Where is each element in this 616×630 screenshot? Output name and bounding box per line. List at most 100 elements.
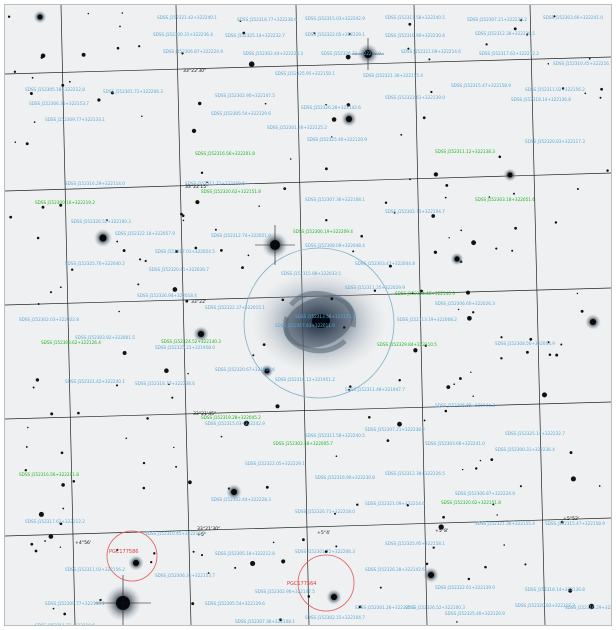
star — [352, 250, 355, 253]
star — [59, 522, 63, 526]
catalog-object-label: SDSS J152318.14+322136.8 — [511, 97, 571, 102]
catalog-object-label: SDSS J152315.03+322242.9 — [205, 421, 265, 426]
catalog-object-label: SDSS J152322.37+322015.1 — [205, 305, 265, 310]
star — [31, 76, 34, 79]
catalog-object-label: SDSS J152305.18+322212.8 — [25, 87, 85, 92]
galaxy-center-label: SDSS J152313.56+322125.3 — [295, 314, 355, 319]
star — [498, 155, 502, 159]
star — [307, 595, 311, 598]
catalog-object-label: SDSS J152325.14+322232.7 — [225, 33, 285, 38]
star — [330, 136, 333, 138]
star — [59, 203, 63, 207]
star — [466, 290, 470, 295]
star — [265, 485, 269, 489]
catalog-object-label: SDSS J152317.83+322011.6 — [275, 323, 335, 328]
catalog-object-label: SDSS J152306.31+322153.7 — [29, 101, 89, 106]
catalog-object-label: SDSS J152311.71+322110.6 — [35, 623, 95, 625]
star — [59, 546, 62, 548]
catalog-object-label: SDSS J152325.23+321958.0 — [155, 345, 215, 350]
star — [422, 116, 426, 120]
star — [264, 102, 267, 105]
star — [524, 563, 527, 566]
star — [348, 32, 351, 36]
catalog-object-label: SDSS J152308.56+322004.9 — [495, 341, 555, 346]
star — [425, 562, 429, 566]
star — [495, 247, 498, 250]
catalog-object-label: SDSS J152305.54+322129.6 — [211, 111, 271, 116]
highlighted-object-label: SDSS J152320.62+322151.8 — [201, 189, 261, 194]
star — [471, 240, 477, 246]
catalog-object-label: SDSS J152318.14+322136.8 — [525, 587, 585, 592]
star — [335, 545, 338, 548]
catalog-object-label: SDSS J152325.76+322040.2 — [65, 261, 125, 266]
star — [560, 343, 563, 346]
star — [600, 87, 603, 91]
catalog-object-label: SDSS J152320.41+322036.7 — [149, 267, 209, 272]
star — [456, 621, 458, 623]
catalog-object-label: SDSS J152302.44+322228.3 — [211, 497, 271, 502]
catalog-object-label: SDSS J152310.45+322216.7 — [553, 61, 611, 66]
star — [584, 92, 587, 95]
star — [116, 548, 119, 552]
star — [7, 15, 11, 18]
star — [467, 577, 471, 581]
star — [239, 20, 242, 22]
sky-image: SDSS J152321.42+322240.1 SDSS J152318.77+… — [5, 5, 611, 625]
star — [77, 411, 80, 415]
star — [356, 503, 359, 506]
star — [172, 287, 178, 292]
highlighted-object-label: SDSS J152316.56+322201.8 — [195, 151, 255, 156]
star — [547, 63, 550, 65]
bright-star — [507, 172, 513, 178]
star — [324, 550, 328, 553]
star-field — [7, 10, 609, 625]
catalog-object-label: SDSS J152326.52+322100.3 — [71, 219, 131, 224]
star — [472, 395, 474, 398]
bright-star — [454, 256, 460, 262]
catalog-object-label: SDSS J152321.36+322155.4 — [363, 73, 423, 78]
star — [330, 297, 334, 301]
star — [197, 101, 202, 106]
catalog-object-label: SDSS J152303.66+322241.0 — [425, 441, 485, 446]
catalog-object-label: SDSS J152325.40+322120.9 — [445, 611, 505, 616]
star — [432, 546, 435, 549]
star — [472, 311, 475, 314]
star — [250, 560, 256, 566]
star — [32, 386, 35, 389]
star — [561, 87, 565, 90]
star — [393, 211, 396, 214]
star — [555, 353, 559, 357]
star — [122, 351, 127, 355]
star — [379, 586, 382, 589]
catalog-object-label: SDSS J152318.77+322238.6 — [135, 381, 195, 386]
star — [420, 289, 423, 293]
star — [275, 404, 280, 409]
star — [153, 552, 156, 555]
star — [187, 372, 189, 375]
catalog-object-label: SDSS J152325.95+322158.1 — [385, 541, 445, 546]
catalog-object-label: SDSS J152303.47+322044.8 — [355, 261, 415, 266]
star — [171, 396, 174, 399]
star — [569, 451, 573, 455]
star — [137, 283, 140, 286]
catalog-object-label: SDSS J152300.31+322236.4 — [153, 32, 213, 37]
star — [598, 485, 601, 487]
catalog-object-label: SDSS J152320.83+322117.3 — [515, 603, 575, 608]
star — [433, 172, 439, 177]
bright-star — [231, 489, 237, 495]
star — [576, 292, 579, 295]
star — [281, 559, 286, 564]
star — [485, 43, 488, 46]
catalog-object-label: SDSS J152302.90+322147.5 — [255, 589, 315, 594]
catalog-object-label: SDSS J152301.72+322206.3 — [295, 549, 355, 554]
ra-tick-label: +5°8' — [435, 528, 448, 534]
star — [242, 31, 246, 35]
star — [72, 480, 76, 483]
star — [180, 212, 183, 216]
star — [599, 96, 602, 99]
bright-star — [264, 368, 270, 374]
star — [97, 98, 101, 102]
catalog-object-label: SDSS J152310.45+322216.7 — [145, 531, 205, 536]
star — [325, 103, 327, 106]
star — [49, 291, 53, 294]
